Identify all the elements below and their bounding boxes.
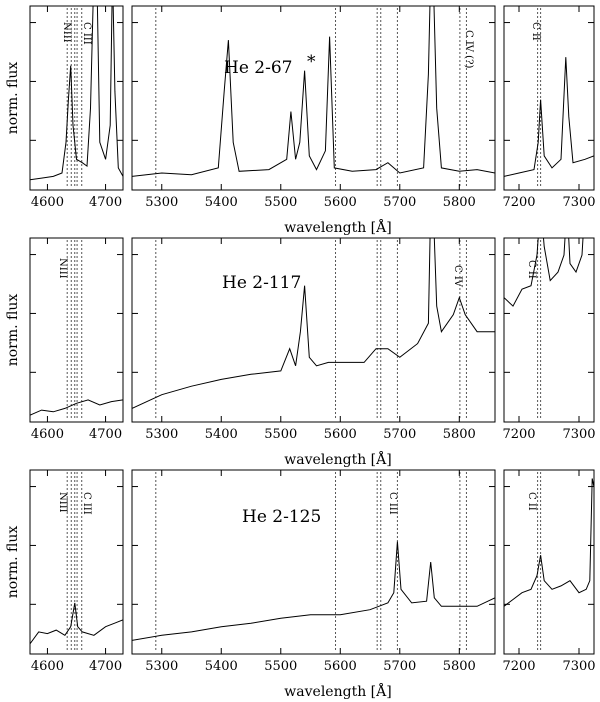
line-label: C II — [526, 492, 537, 511]
x-tick-label: 5700 — [383, 427, 416, 442]
x-tick-label: 7200 — [502, 195, 535, 210]
x-tick-label: 5300 — [145, 427, 178, 442]
panel-frame — [503, 237, 595, 423]
x-tick-label: 5800 — [443, 427, 476, 442]
y-axis-title: norm. flux — [5, 526, 21, 599]
x-tick-label: 7300 — [562, 195, 595, 210]
spectrum-line — [30, 6, 123, 181]
x-tick-label: 4600 — [31, 659, 64, 674]
x-tick-label: 7200 — [502, 427, 535, 442]
line-label: C III — [387, 492, 398, 515]
panel-frame — [131, 5, 496, 191]
panel-frame — [503, 469, 595, 655]
x-tick-label: 4700 — [89, 195, 122, 210]
x-tick-label: 5400 — [205, 659, 238, 674]
x-tick-label: 7200 — [502, 659, 535, 674]
x-axis-title: wavelength [Å] — [284, 218, 391, 236]
y-axis-title: norm. flux — [5, 294, 21, 367]
x-tick-label: 5400 — [205, 195, 238, 210]
line-label: NIII — [57, 492, 68, 513]
y-axis-title: norm. flux — [5, 62, 21, 135]
star-name: He 2-67 — [224, 58, 292, 78]
spectrum-line — [504, 238, 584, 307]
x-tick-label: 5500 — [264, 427, 297, 442]
x-tick-label: 5300 — [145, 195, 178, 210]
line-label: C III — [81, 492, 92, 515]
x-tick-label: 5700 — [383, 195, 416, 210]
line-label: C IV — [452, 265, 463, 288]
star-mark: * — [307, 52, 316, 72]
x-tick-label: 5400 — [205, 427, 238, 442]
spectrum-line — [30, 399, 123, 416]
x-tick-label: 5600 — [324, 195, 357, 210]
x-tick-label: 5600 — [324, 659, 357, 674]
spectrum-line — [504, 57, 594, 177]
x-tick-label: 4600 — [31, 195, 64, 210]
panel-he-2-125: norm. flux He 2-125 NIII C III C III C I… — [5, 492, 537, 700]
x-tick-label: 7300 — [562, 659, 595, 674]
x-tick-label: 5500 — [264, 195, 297, 210]
panel-he-2-67: norm. flux He 2-67 * NIII C III C IV (?)… — [5, 22, 541, 236]
x-tick-label: 5800 — [443, 195, 476, 210]
x-tick-label: 7300 — [562, 427, 595, 442]
spectrum-line — [132, 6, 495, 177]
spectrum-line — [132, 541, 495, 641]
x-tick-label: 5600 — [324, 427, 357, 442]
line-label: C IV (?) — [463, 30, 474, 68]
line-label: C III — [81, 22, 92, 45]
panel-frame — [131, 469, 496, 655]
plot-layer: 4600 4700 5300 5400 5500 5600 5700 5800 7200 7300… — [29, 5, 596, 674]
x-tick-label: 5500 — [264, 659, 297, 674]
star-name: He 2-125 — [242, 507, 321, 527]
star-name: He 2-117 — [222, 273, 301, 293]
x-tick-label: 5700 — [383, 659, 416, 674]
panel-frame — [29, 5, 124, 191]
line-label: C II — [526, 260, 537, 279]
panel-frame — [29, 237, 124, 423]
spectrum-line — [504, 478, 594, 607]
x-tick-label: 4700 — [89, 427, 122, 442]
spectrum-line — [30, 602, 123, 645]
panel-frame — [29, 469, 124, 655]
line-label: NIII — [61, 22, 72, 43]
x-tick-label: 4700 — [89, 659, 122, 674]
x-axis-title: wavelength [Å] — [284, 682, 391, 700]
x-axis-title: wavelength [Å] — [284, 450, 391, 468]
spectrum-line — [132, 238, 495, 409]
x-tick-label: 5300 — [145, 659, 178, 674]
panel-frame — [131, 237, 496, 423]
panel-frame — [503, 5, 595, 191]
x-tick-label: 4600 — [31, 427, 64, 442]
line-label: NIII — [57, 258, 68, 279]
x-tick-label: 5800 — [443, 659, 476, 674]
line-label: C II — [530, 22, 541, 41]
panel-he-2-117: norm. flux He 2-117 NIII C IV C II wavel… — [5, 258, 537, 468]
